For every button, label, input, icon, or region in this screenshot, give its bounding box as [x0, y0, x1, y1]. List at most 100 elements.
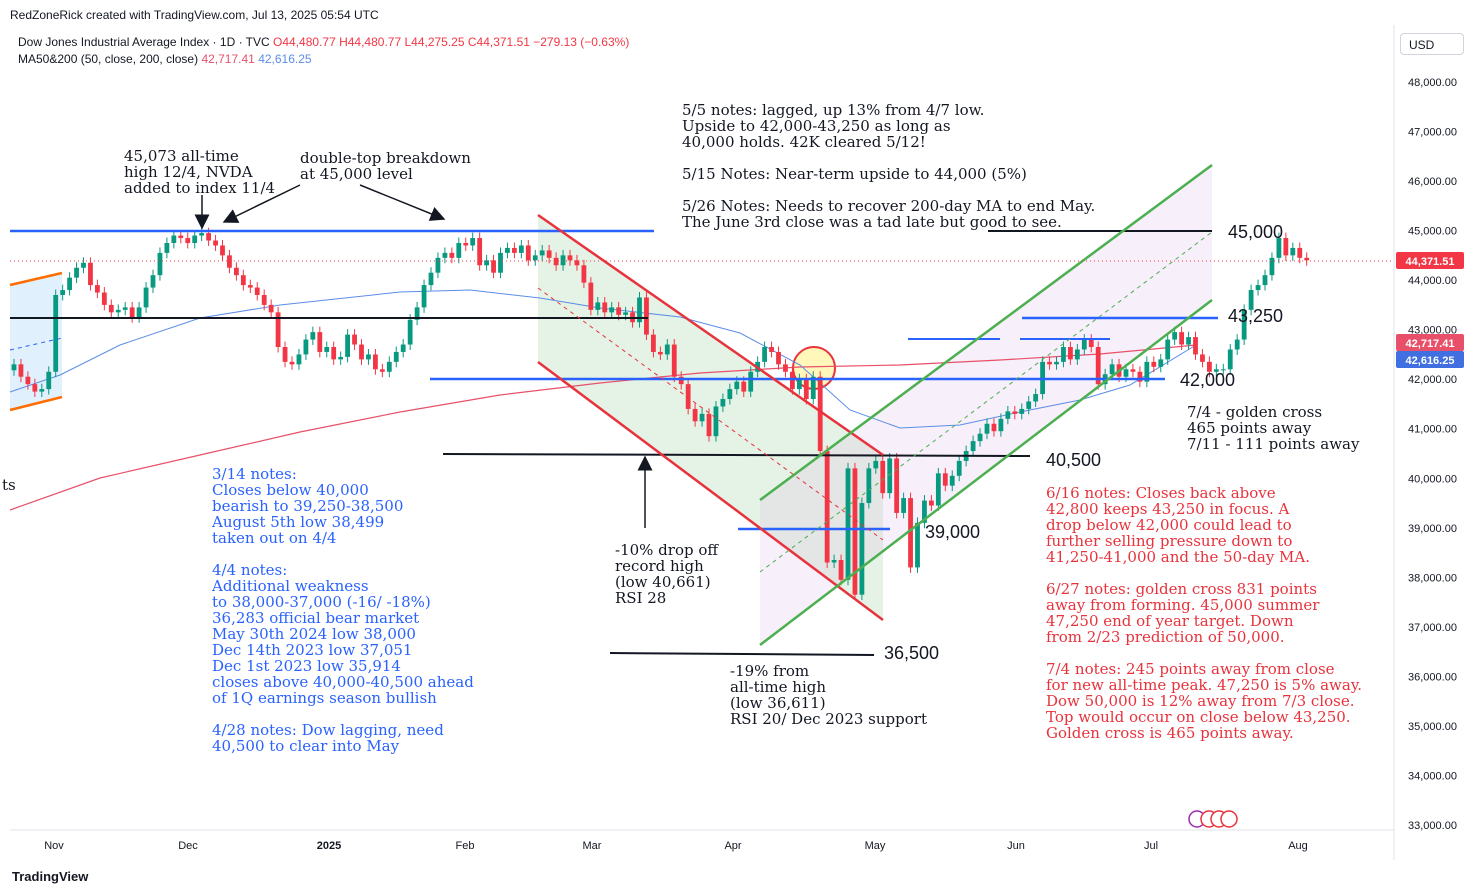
candle-body	[1213, 369, 1219, 372]
candle-body	[1234, 339, 1240, 350]
support-line-36500	[609, 652, 875, 656]
candle-body	[143, 287, 149, 308]
candle-body	[685, 384, 691, 409]
candle-body	[456, 242, 462, 258]
candle-body	[247, 285, 253, 288]
candle-body	[1047, 361, 1052, 365]
candle-body	[379, 369, 385, 372]
candle-body	[1165, 339, 1171, 360]
candle-body	[491, 260, 496, 273]
arrow-double-top-left	[222, 184, 301, 223]
candle-body	[894, 458, 900, 513]
candle-body	[1304, 257, 1310, 261]
candle-body	[164, 242, 170, 253]
candle-body	[817, 376, 823, 452]
candle-body	[317, 332, 323, 352]
candle-body	[178, 235, 184, 239]
ma200-value: 42,616.25	[258, 52, 312, 66]
candle-body	[1248, 290, 1254, 310]
candle-body	[824, 451, 830, 563]
candle-body	[220, 245, 225, 256]
candle-body	[623, 312, 628, 315]
candle-body	[53, 294, 59, 372]
ma-label: MA50&200 (50, close, 200, close)	[18, 52, 199, 66]
annotation-double-top: double-top breakdown at 45,000 level	[300, 149, 471, 183]
green-channel-mid	[759, 231, 1213, 573]
ma-legend[interactable]: MA50&200 (50, close, 200, close) 42,717.…	[18, 52, 312, 66]
candle-body	[699, 413, 705, 422]
candle-body	[539, 250, 545, 256]
candle-body	[136, 307, 142, 318]
green-channel-lower	[759, 299, 1213, 646]
price-tick-label: 35,000.00	[1408, 721, 1457, 733]
candle-body	[150, 275, 156, 288]
red-channel-upper	[537, 213, 884, 457]
candle-body	[942, 473, 948, 486]
level-label-39000: 39,000	[925, 522, 981, 542]
candle-body	[505, 247, 510, 253]
candle-body	[393, 351, 399, 362]
ma50-price-tag: 42,717.41	[1406, 338, 1455, 350]
price-axis: 48,000.00 47,000.00 46,000.00 45,000.00 44,0…	[1396, 77, 1464, 832]
candle-body	[588, 282, 594, 310]
candle-body	[810, 376, 816, 400]
annotation-ath: 45,073 all-time high 12/4, NVDA added to…	[124, 147, 276, 197]
candle-body	[984, 423, 990, 434]
time-tick-label: Nov	[44, 840, 64, 852]
candle-body	[713, 406, 719, 437]
arrow-double-top-right	[359, 184, 446, 221]
candle-body	[866, 468, 872, 504]
annotation-cut-text: ts	[2, 476, 16, 494]
candle-body	[1241, 309, 1247, 340]
candle-body	[1255, 285, 1261, 291]
support-line-40500	[442, 453, 1031, 457]
candle-body	[1179, 332, 1184, 345]
orange-channel-mid	[9, 337, 63, 351]
candle-body	[922, 500, 927, 523]
candle-body	[595, 302, 601, 310]
candle-body	[929, 500, 934, 506]
currency-button[interactable]: USD	[1400, 33, 1464, 55]
purple-channel-fill	[760, 165, 1212, 645]
candle-body	[790, 371, 795, 390]
time-tick-label: Apr	[724, 840, 741, 852]
candle-body	[1283, 238, 1289, 256]
candle-body	[609, 307, 615, 313]
tradingview-logo[interactable]: TradingView	[12, 869, 88, 884]
candle-body	[282, 347, 288, 362]
candle-body	[901, 498, 906, 513]
ma50-price-tag-bg	[1396, 334, 1464, 351]
symbol-legend[interactable]: Dow Jones Industrial Average Index · 1D …	[18, 35, 629, 49]
candle-body	[1054, 361, 1059, 365]
candle-body	[956, 460, 962, 476]
candle-body	[1081, 339, 1087, 350]
candle-body	[449, 252, 455, 258]
candle-body	[498, 252, 503, 273]
candle-body	[644, 297, 649, 335]
last-price-tag-bg	[1396, 252, 1464, 269]
candle-body	[831, 559, 837, 563]
candle-body	[157, 252, 163, 276]
tradingview-brand: TradingView	[12, 869, 89, 884]
candle-body	[303, 339, 309, 355]
candle-body	[532, 255, 538, 261]
candle-body	[18, 364, 24, 377]
candle-body	[1151, 361, 1157, 367]
candle-body	[727, 389, 733, 400]
candle-body	[1186, 337, 1191, 345]
candle-body	[206, 233, 211, 241]
candle-body	[637, 297, 642, 323]
candle-body	[275, 312, 281, 348]
candle-body	[1068, 347, 1073, 360]
annotation-notes-blue: 3/14 notes: Closes below 40,000 bearish …	[212, 465, 474, 755]
time-axis: Nov Dec 2025 Feb Mar Apr May Jun Jul Aug	[44, 840, 1308, 852]
candle-body	[970, 441, 976, 452]
candle-body	[442, 252, 448, 258]
candle-body	[1005, 411, 1011, 419]
candle-body	[46, 371, 52, 390]
candle-body	[352, 334, 357, 345]
candle-body	[1137, 371, 1143, 382]
candle-body	[553, 257, 559, 266]
candle-body	[324, 347, 330, 352]
